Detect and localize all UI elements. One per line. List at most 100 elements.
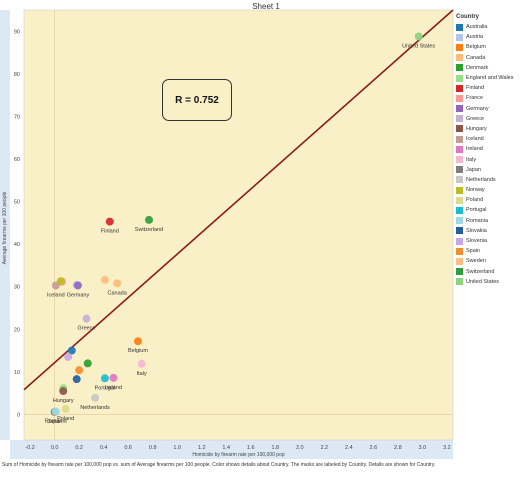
point-switzerland xyxy=(145,215,154,224)
point-label-italy: Italy xyxy=(137,371,147,377)
legend-swatch xyxy=(456,64,463,72)
point-greece xyxy=(82,314,91,323)
legend-item-united-states[interactable]: United States xyxy=(456,277,532,287)
legend-swatch xyxy=(456,268,463,276)
x-axis-strip xyxy=(10,440,453,459)
legend-label: Slovakia xyxy=(466,227,487,234)
correlation-annotation: R = 0.752 xyxy=(162,79,232,121)
x-tick-label: 1.8 xyxy=(271,445,279,451)
x-axis-label: Homicide by firearm rate per 100,000 pop xyxy=(192,452,285,458)
legend-item-canada[interactable]: Canada xyxy=(456,53,532,63)
legend-item-france[interactable]: France xyxy=(456,93,532,103)
point-denmark xyxy=(83,359,92,368)
legend-label: Netherlands xyxy=(466,176,496,183)
legend-item-norway[interactable]: Norway xyxy=(456,185,532,195)
legend-item-poland[interactable]: Poland xyxy=(456,195,532,205)
y-tick-label: 10 xyxy=(14,370,20,376)
point-germany xyxy=(73,281,82,290)
y-tick-label: 30 xyxy=(14,285,20,291)
legend-swatch xyxy=(456,176,463,184)
legend-label: Denmark xyxy=(466,64,489,71)
point-united-states xyxy=(414,32,423,41)
point-canada xyxy=(113,279,122,288)
point-netherlands xyxy=(91,393,100,402)
legend-item-germany[interactable]: Germany xyxy=(456,104,532,114)
point-label-switzerland: Switzerland xyxy=(135,227,163,233)
legend-item-netherlands[interactable]: Netherlands xyxy=(456,175,532,185)
point-label-belgium: Belgium xyxy=(128,348,148,354)
point-label-poland: Poland xyxy=(57,416,74,422)
x-tick-label: 0.2 xyxy=(75,445,83,451)
point-slovakia xyxy=(72,375,81,384)
x-tick-label: 0.0 xyxy=(51,445,59,451)
point-label-ireland: Ireland xyxy=(105,385,122,391)
legend-swatch xyxy=(456,156,463,164)
legend-swatch xyxy=(456,247,463,255)
legend-item-spain[interactable]: Spain xyxy=(456,246,532,256)
legend-label: Germany xyxy=(466,105,489,112)
x-tick-label: 2.0 xyxy=(296,445,304,451)
point-sweden xyxy=(100,275,109,284)
legend-item-portugal[interactable]: Portugal xyxy=(456,205,532,215)
legend-item-romania[interactable]: Romania xyxy=(456,216,532,226)
legend-swatch xyxy=(456,257,463,265)
legend-swatch xyxy=(456,227,463,235)
legend-swatch xyxy=(456,237,463,245)
legend-item-sweden[interactable]: Sweden xyxy=(456,256,532,266)
legend-item-belgium[interactable]: Belgium xyxy=(456,42,532,52)
legend-swatch xyxy=(456,125,463,133)
legend-label: Finland xyxy=(466,85,485,92)
point-spain xyxy=(75,366,84,375)
legend-label: Italy xyxy=(466,156,477,163)
point-label-germany: Germany xyxy=(67,292,90,298)
point-finland xyxy=(105,217,114,226)
legend-label: Portugal xyxy=(466,207,487,214)
legend-item-hungary[interactable]: Hungary xyxy=(456,124,532,134)
x-tick-label: 2.6 xyxy=(370,445,378,451)
x-tick-label: 0.8 xyxy=(149,445,157,451)
legend-item-austria[interactable]: Austria xyxy=(456,32,532,42)
legend-item-slovakia[interactable]: Slovakia xyxy=(456,226,532,236)
y-tick-label: 90 xyxy=(14,29,20,35)
point-label-romania: Romania xyxy=(45,418,68,424)
x-tick-label: 1.0 xyxy=(173,445,181,451)
legend-swatch xyxy=(456,23,463,31)
legend-item-finland[interactable]: Finland xyxy=(456,83,532,93)
legend-label: England and Wales xyxy=(466,75,514,82)
legend-item-iceland[interactable]: Iceland xyxy=(456,134,532,144)
legend-swatch xyxy=(456,196,463,204)
legend-item-ireland[interactable]: Ireland xyxy=(456,144,532,154)
legend-swatch xyxy=(456,166,463,174)
legend-swatch xyxy=(456,115,463,123)
y-tick-label: 80 xyxy=(14,72,20,78)
legend-item-australia[interactable]: Australia xyxy=(456,22,532,32)
legend-label: Spain xyxy=(466,248,481,255)
point-label-japan: Japan xyxy=(47,419,62,425)
legend-item-japan[interactable]: Japan xyxy=(456,165,532,175)
legend-item-denmark[interactable]: Denmark xyxy=(456,63,532,73)
point-label-netherlands: Netherlands xyxy=(80,405,110,411)
x-tick-label: 3.0 xyxy=(419,445,427,451)
legend-item-england-and-wales[interactable]: England and Wales xyxy=(456,73,532,83)
point-label-iceland: Iceland xyxy=(47,292,65,298)
legend-label: Poland xyxy=(466,197,484,204)
legend-swatch xyxy=(456,206,463,214)
y-tick-label: 70 xyxy=(14,114,20,120)
legend-label: United States xyxy=(466,278,500,285)
legend-label: Canada xyxy=(466,54,486,61)
x-tick-label: 1.4 xyxy=(222,445,230,451)
plot-background xyxy=(23,9,454,441)
point-australia xyxy=(67,346,76,355)
point-label-hungary: Hungary xyxy=(53,398,74,404)
x-tick-label: 1.6 xyxy=(247,445,255,451)
legend-title: Country xyxy=(456,14,479,20)
point-label-canada: Canada xyxy=(108,290,128,296)
legend-item-italy[interactable]: Italy xyxy=(456,154,532,164)
legend-item-slovenia[interactable]: Slovenia xyxy=(456,236,532,246)
legend-swatch xyxy=(456,278,463,286)
legend-item-greece[interactable]: Greece xyxy=(456,114,532,124)
point-poland xyxy=(61,404,70,413)
point-norway xyxy=(56,277,65,286)
x-tick-label: 2.8 xyxy=(394,445,402,451)
legend-item-switzerland[interactable]: Switzerland xyxy=(456,267,532,277)
